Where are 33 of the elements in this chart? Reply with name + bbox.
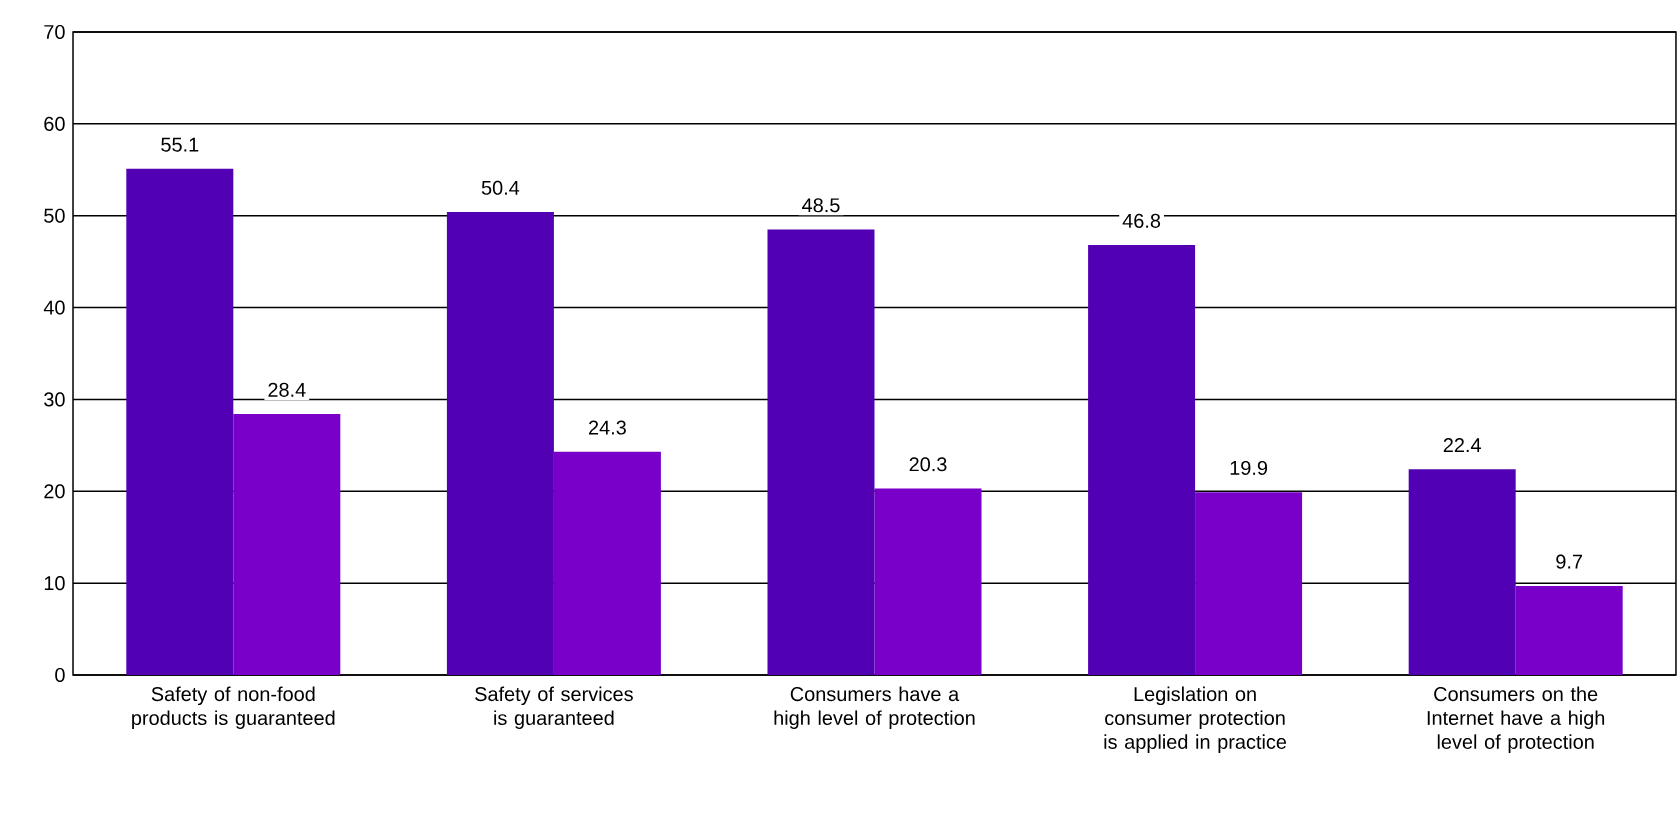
y-tick-label: 40 <box>43 300 65 315</box>
bar <box>874 488 982 675</box>
bar <box>1195 492 1303 675</box>
data-label: 9.7 <box>1556 554 1583 569</box>
y-tick-label: 70 <box>44 24 65 40</box>
bar <box>1088 245 1196 675</box>
data-label: 55.1 <box>161 137 199 152</box>
bar <box>126 168 234 675</box>
bar <box>233 414 341 675</box>
data-label: 22.4 <box>1443 438 1481 453</box>
x-tick-label: Consumers on the Internet have a high level of protection <box>1427 686 1605 753</box>
data-label: 48.5 <box>802 198 840 213</box>
y-tick-label: 60 <box>44 116 65 131</box>
x-tick-label: Legislation on consumer protection is applied in practice <box>1104 686 1287 753</box>
y-tick-label: 20 <box>44 484 65 499</box>
bar <box>1515 585 1623 675</box>
y-tick-label: 50 <box>44 208 65 223</box>
x-tick-label: Consumers have a high level of protection <box>774 686 975 729</box>
x-tick-label: Safety of non-food products is guaranteed <box>132 686 335 729</box>
bar <box>446 212 554 675</box>
y-tick-label: 0 <box>55 667 65 683</box>
y-tick-label: 10 <box>44 576 65 591</box>
data-label: 28.4 <box>268 382 306 397</box>
data-label: 46.8 <box>1122 213 1161 228</box>
data-label: 50.4 <box>481 180 520 195</box>
x-tick-label: Safety of services is guaranteed <box>475 686 633 729</box>
bar <box>1408 469 1516 675</box>
data-label: 24.3 <box>589 420 626 435</box>
y-tick-label: 30 <box>44 392 65 407</box>
bar <box>767 229 875 675</box>
bar <box>553 451 661 675</box>
data-label: 19.9 <box>1230 460 1268 475</box>
data-label: 20.3 <box>909 457 947 472</box>
